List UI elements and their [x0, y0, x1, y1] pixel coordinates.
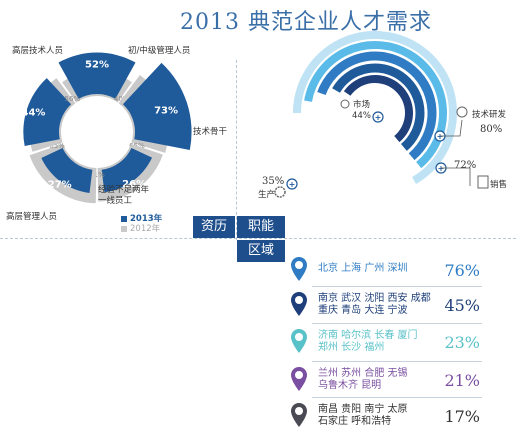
region-percent-3: 21% — [444, 371, 480, 390]
region-city-line: 南昌 贵阳 南宁 太原 — [318, 404, 408, 415]
value-label-2012-2: 61% — [89, 171, 105, 179]
region-city-line: 郑州 长沙 福州 — [318, 342, 385, 353]
connector-sales — [441, 167, 471, 186]
value-label-2013-4: 44% — [22, 107, 46, 118]
map-pin-icon — [290, 256, 308, 282]
map-pin-icon — [290, 366, 308, 392]
region-percent-1: 45% — [444, 296, 480, 315]
marker-plus-0: + — [375, 113, 382, 122]
region-city-line: 乌鲁木齐 昆明 — [318, 380, 382, 391]
marker-plus-1: + — [437, 132, 444, 141]
arc-rd — [293, 31, 457, 185]
map-pin-icon — [290, 328, 308, 354]
bar-2013-2 — [101, 148, 153, 193]
region-city-line: 南京 武汉 沈阳 西安 成都 — [318, 293, 431, 304]
arc-production — [332, 63, 425, 151]
label-senior-tech: 高层技术人员 — [12, 46, 64, 56]
tab-region[interactable]: 区域 — [237, 240, 285, 262]
prod-pct: 35% — [262, 176, 285, 187]
value-label-2013-2: 26% — [122, 179, 146, 190]
region-cities-2: 济南 哈尔滨 长春 厦门 郑州 长沙 福州 — [318, 330, 418, 354]
region-percent-2: 23% — [444, 333, 480, 352]
map-pin-icon — [290, 291, 308, 317]
bar-2013-0 — [58, 52, 136, 99]
region-cities-0: 北京 上海 广州 深圳 — [318, 263, 408, 275]
legend-2012-label: 2012年 — [130, 224, 161, 234]
arc-market — [317, 51, 437, 161]
region-city-line: 北京 上海 广州 深圳 — [318, 263, 408, 274]
market-label: 市场 — [352, 100, 370, 110]
region-separator — [312, 361, 482, 362]
page-title: 2013 典范企业人才需求 — [180, 10, 432, 35]
label-rd: 技术研发 — [472, 110, 507, 120]
chat-icon — [340, 99, 350, 109]
lightbulb-icon — [456, 106, 468, 118]
region-city-line: 重庆 青岛 大连 宁波 — [318, 305, 408, 316]
legend-2013-swatch — [121, 215, 127, 222]
marker-dot-3 — [286, 178, 298, 190]
marker-dot-0 — [372, 111, 384, 123]
vertical-divider — [236, 60, 237, 240]
sales-pct: 72% — [454, 160, 477, 171]
region-cities-3: 兰州 苏州 合肥 无锡 乌鲁木齐 昆明 — [318, 368, 408, 392]
value-label-2012-4: 56% — [65, 95, 81, 103]
region-separator — [312, 323, 482, 324]
gear-icon — [274, 186, 286, 198]
region-separator — [312, 397, 482, 398]
label-tech-backbone: 技术骨干 — [193, 127, 228, 137]
bar-2013-3 — [41, 148, 93, 193]
person-icon — [477, 175, 489, 189]
horizontal-divider — [0, 238, 516, 239]
label-production: 生产 — [258, 190, 276, 200]
value-label-2013-1: 73% — [154, 106, 178, 117]
label-junior-mid-manager: 初/中级管理人员 — [128, 46, 191, 56]
region-cities-4: 南昌 贵阳 南宁 太原 石家庄 呼和浩特 — [318, 404, 408, 428]
map-pin-icon — [290, 402, 308, 428]
market-pct: 44% — [352, 111, 371, 121]
label-senior-manager: 高层管理人员 — [6, 212, 58, 222]
legend-2012: 2012年 — [121, 222, 160, 234]
legend-2012-swatch — [121, 225, 127, 232]
marker-plus-2: + — [438, 164, 445, 173]
region-percent-0: 76% — [444, 261, 480, 280]
region-city-line: 兰州 苏州 合肥 无锡 — [318, 368, 408, 379]
label-frontline-staff: 经验不足两年 一线员工 — [98, 185, 150, 206]
region-percent-4: 17% — [444, 407, 480, 426]
region-cities-1: 南京 武汉 沈阳 西安 成都 重庆 青岛 大连 宁波 — [318, 293, 431, 317]
marker-plus-3: + — [289, 180, 296, 189]
legend-2013-label: 2013年 — [130, 214, 163, 224]
rd-pct: 80% — [480, 124, 503, 135]
region-city-line: 济南 哈尔滨 长春 厦门 — [318, 330, 418, 341]
arc-inner — [343, 75, 413, 143]
tab-seniority[interactable]: 资历 — [193, 216, 235, 238]
label-market: 市场 44% — [352, 100, 371, 122]
value-label-2013-3: 27% — [48, 179, 72, 190]
legend-2013: 2013年 — [121, 212, 162, 224]
value-label-2012-3: 65% — [49, 142, 65, 150]
region-city-line: 石家庄 呼和浩特 — [318, 416, 392, 427]
region-separator — [312, 286, 482, 287]
label-sales: 销售 — [490, 180, 508, 190]
value-label-2013-0: 52% — [85, 60, 109, 71]
tab-function[interactable]: 职能 — [237, 216, 285, 238]
connector-rd — [440, 119, 463, 137]
bar-2013-4 — [23, 78, 72, 147]
bar-2013-1 — [122, 62, 192, 151]
